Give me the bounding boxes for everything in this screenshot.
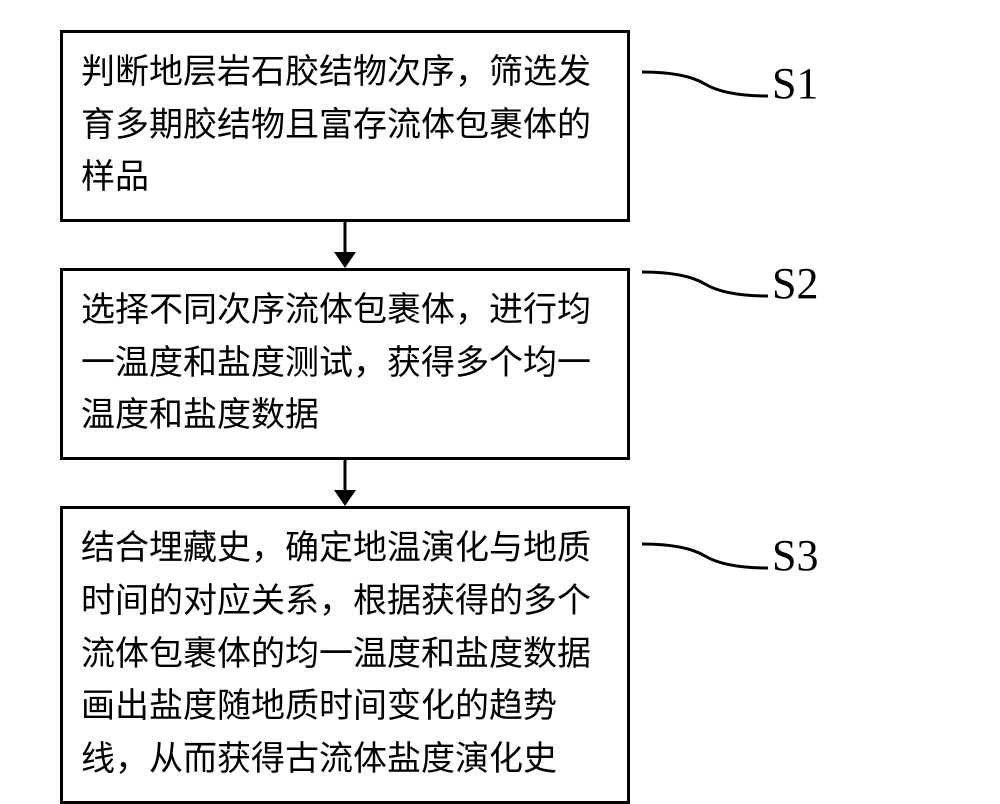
arrow-s1-s2 [60,222,630,268]
swoosh-connector-icon [640,66,770,102]
step-label-text: S3 [772,530,818,581]
step-box-s2: 选择不同次序流体包裹体，进行均一温度和盐度测试，获得多个均一温度和盐度数据 [60,268,630,460]
flowchart-container: 判断地层岩石胶结物次序，筛选发育多期胶结物且富存流体包裹体的样品 选择不同次序流… [60,30,940,804]
step-text-s2: 选择不同次序流体包裹体，进行均一温度和盐度测试，获得多个均一温度和盐度数据 [81,285,609,443]
swoosh-connector-icon [640,266,770,302]
step-box-s1: 判断地层岩石胶结物次序，筛选发育多期胶结物且富存流体包裹体的样品 [60,30,630,222]
arrow-head-icon [334,490,356,506]
arrow-s2-s3 [60,460,630,506]
arrow-head-icon [334,252,356,268]
step-label-text: S1 [772,58,818,109]
step-text-s3: 结合埋藏史，确定地温演化与地质时间的对应关系，根据获得的多个流体包裹体的均一温度… [81,523,609,786]
step-box-s3: 结合埋藏史，确定地温演化与地质时间的对应关系，根据获得的多个流体包裹体的均一温度… [60,506,630,803]
swoosh-connector-icon [640,538,770,574]
step-label-s3: S3 [640,530,818,581]
step-label-text: S2 [772,258,818,309]
step-text-s1: 判断地层岩石胶结物次序，筛选发育多期胶结物且富存流体包裹体的样品 [81,47,609,205]
step-label-s2: S2 [640,258,818,309]
arrow-line [344,222,347,254]
step-label-s1: S1 [640,58,818,109]
arrow-line [344,460,347,492]
